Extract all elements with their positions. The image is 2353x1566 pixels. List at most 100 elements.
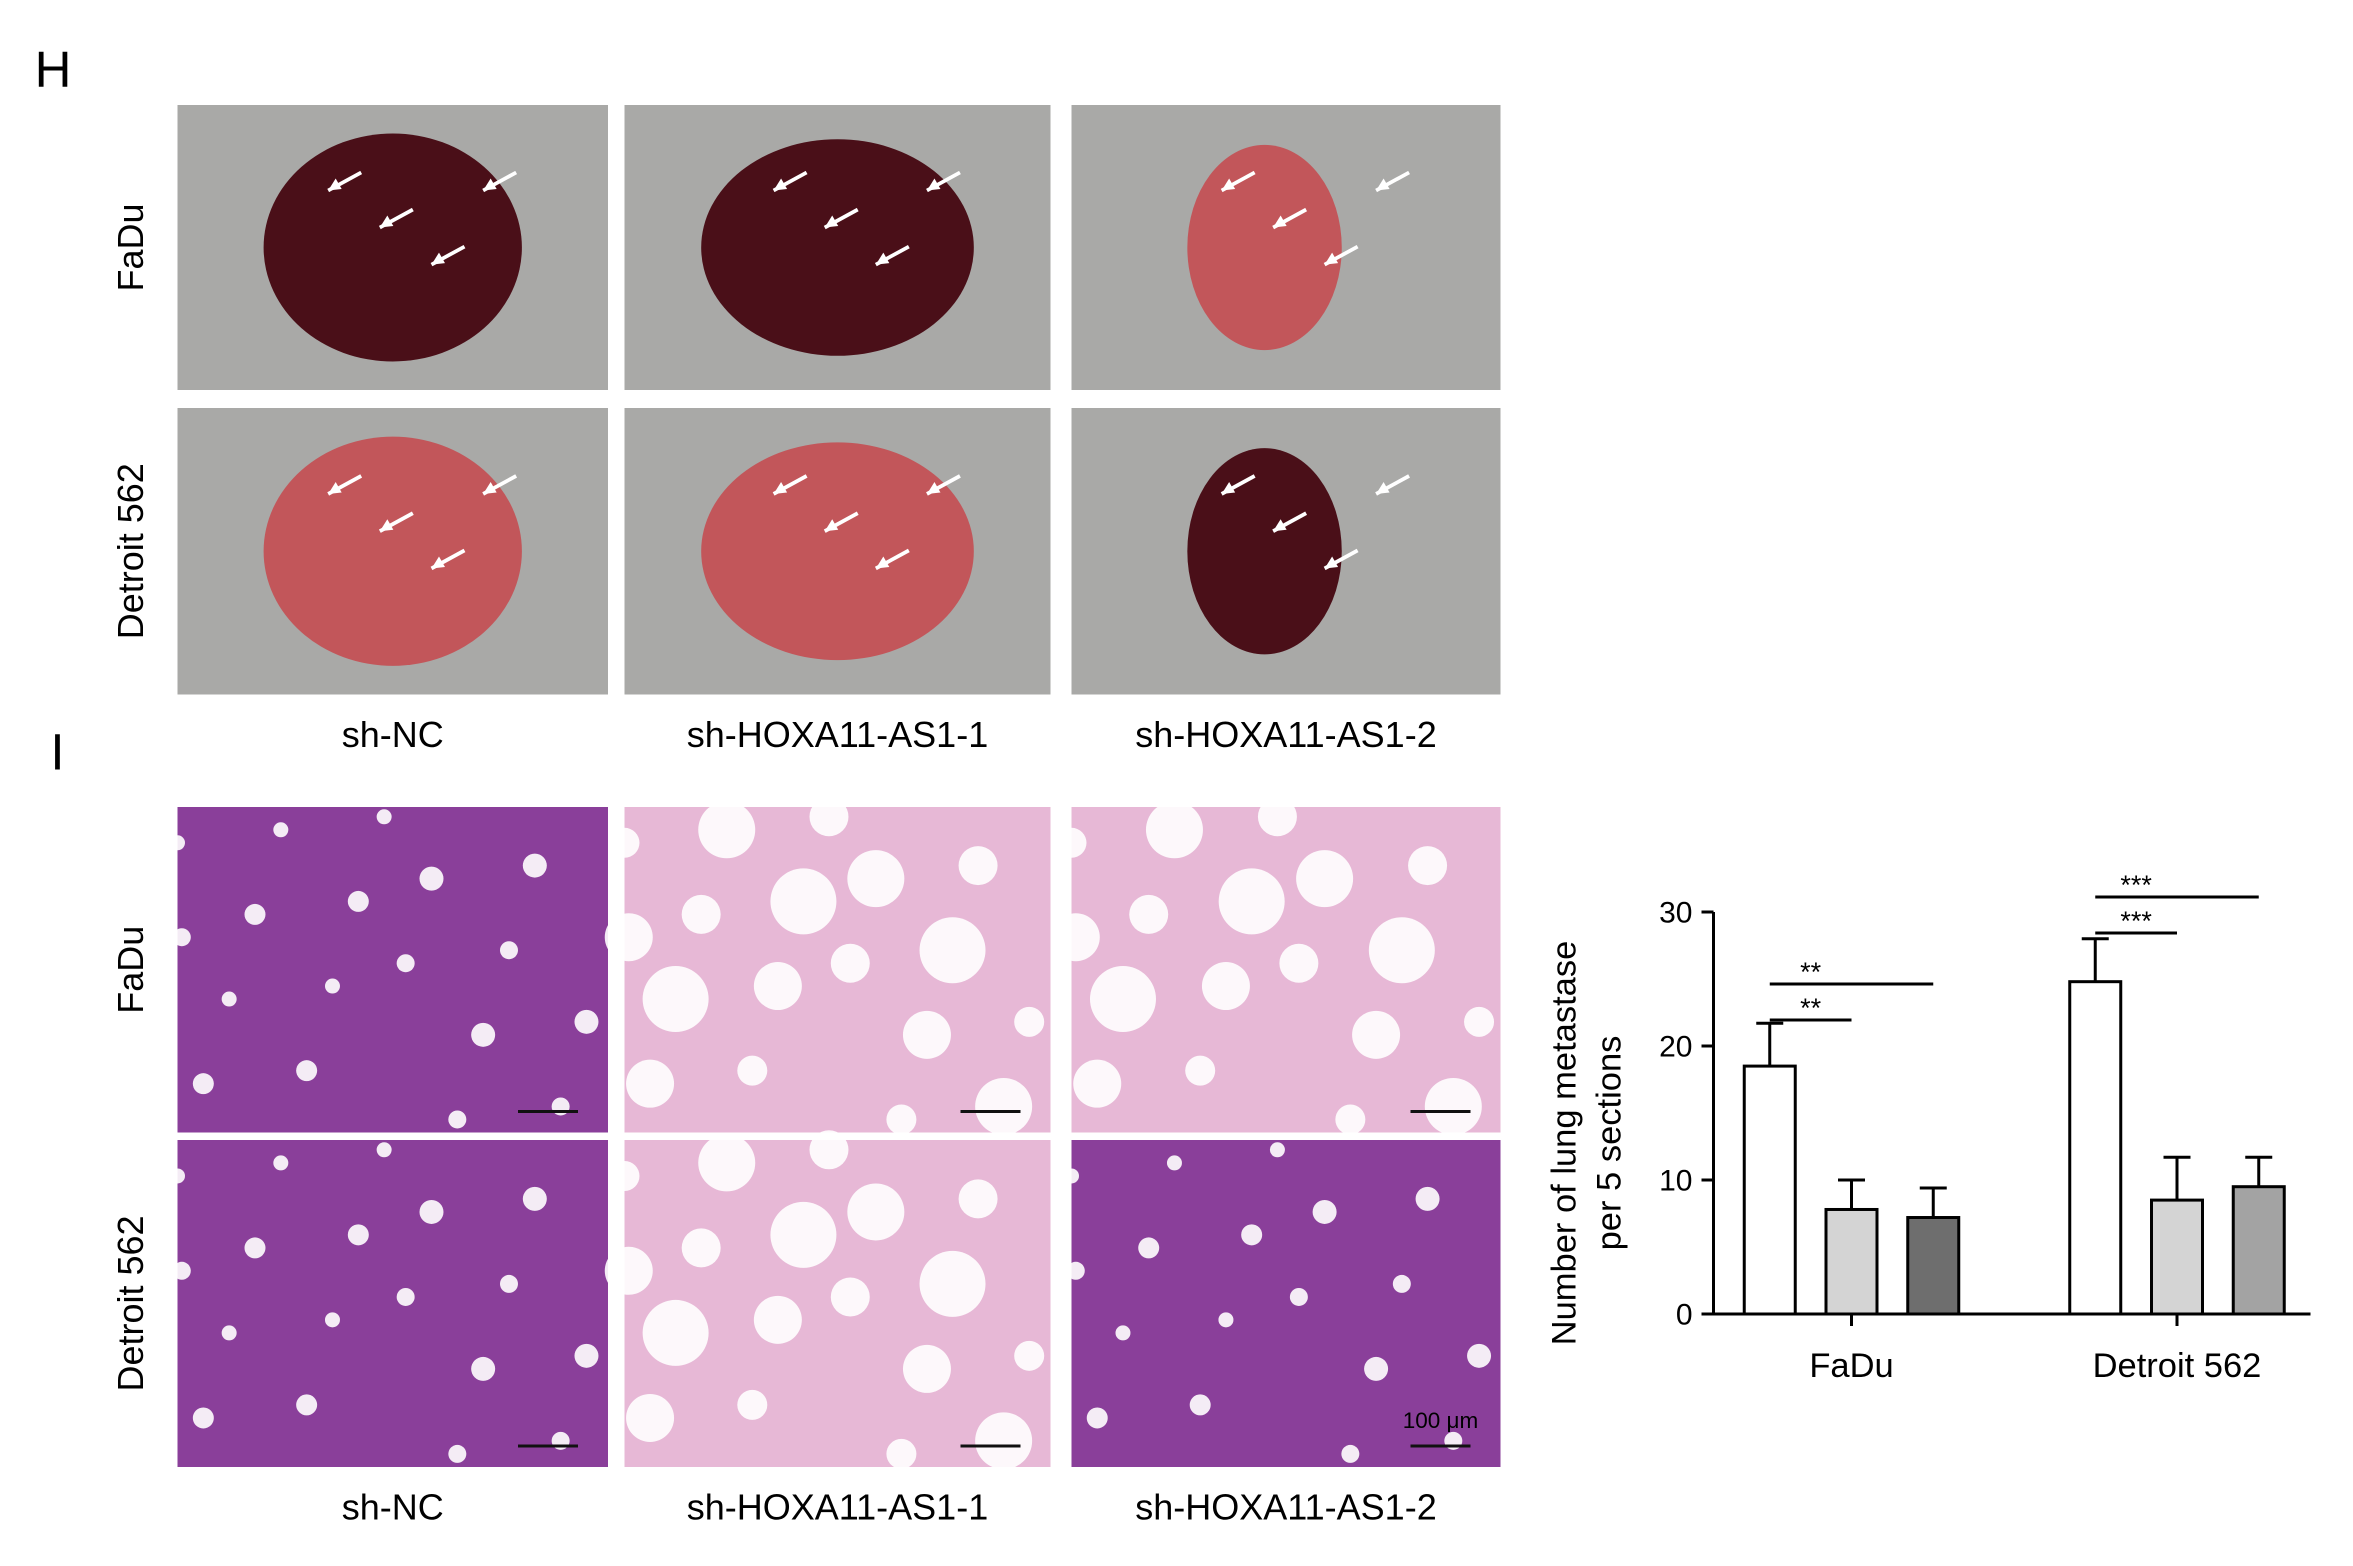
lung-tissue	[701, 442, 974, 661]
alveolus	[376, 809, 392, 825]
arrow-head	[328, 178, 342, 191]
alveolus	[1352, 1010, 1401, 1059]
alveolus	[396, 954, 415, 973]
alveolus	[1115, 1325, 1131, 1341]
alveolus	[886, 1438, 917, 1469]
alveolus	[170, 1168, 185, 1184]
bar	[1824, 1207, 1879, 1316]
row-label: FaDu	[110, 926, 151, 1014]
alveolus	[1296, 850, 1354, 908]
arrow-head	[483, 481, 497, 494]
alveolus	[698, 801, 756, 859]
lung-tissue	[1187, 448, 1342, 655]
alveolus	[626, 1059, 675, 1108]
alveolus	[192, 1407, 214, 1429]
alveolus	[574, 1343, 599, 1368]
alveolus	[1051, 913, 1100, 962]
alveolus	[172, 928, 191, 947]
alveolus	[737, 1389, 768, 1420]
alveolus	[1464, 1006, 1495, 1037]
alveolus	[1086, 1407, 1108, 1429]
alveolus	[975, 1412, 1033, 1470]
x-tick-label: Detroit 562	[2093, 1347, 2262, 1385]
bar	[2231, 1185, 2286, 1316]
arrow-head	[926, 481, 941, 494]
alveolus	[522, 1186, 547, 1211]
alveolus	[1185, 1055, 1216, 1086]
alveolus	[244, 1237, 266, 1259]
row-label: FaDu	[110, 203, 151, 291]
alveolus	[1279, 943, 1319, 983]
alveolus	[753, 962, 802, 1011]
arrow-head	[431, 556, 445, 569]
alveolus	[1415, 1186, 1440, 1211]
column-label: sh-HOXA11-AS1-1	[687, 1487, 988, 1528]
alveolus	[919, 1250, 986, 1317]
alveolus	[902, 1344, 951, 1393]
y-tick-label: 20	[1659, 1031, 1692, 1064]
bar	[2068, 980, 2123, 1316]
alveolus	[221, 991, 237, 1007]
alveolus	[1064, 1168, 1079, 1184]
lung-tissue	[1187, 144, 1342, 351]
y-axis-label-line: per 5 sections	[1591, 1036, 1629, 1251]
bar	[1742, 1064, 1797, 1316]
alveolus	[1056, 827, 1087, 858]
alveolus	[604, 913, 653, 962]
arrow-head	[1324, 556, 1339, 569]
alveolus	[1014, 1340, 1045, 1371]
alveolus	[1312, 1199, 1337, 1224]
alveolus	[1145, 801, 1203, 859]
y-tick-label: 10	[1659, 1165, 1692, 1198]
alveolus	[448, 1444, 467, 1463]
lung-tissue	[263, 133, 522, 362]
alveolus	[1073, 1059, 1122, 1108]
alveolus	[522, 853, 547, 878]
alveolus	[1289, 1287, 1308, 1306]
alveolus	[958, 1179, 998, 1219]
alveolus	[1089, 966, 1156, 1033]
alveolus	[1189, 1394, 1211, 1416]
alveolus	[192, 1073, 214, 1095]
alveolus	[919, 917, 986, 984]
alveolus	[770, 868, 837, 935]
alveolus	[609, 827, 640, 858]
alveolus	[1392, 1274, 1411, 1293]
alveolus	[1364, 1356, 1389, 1381]
significance-label: ***	[2120, 906, 2152, 936]
alveolus	[1341, 1444, 1360, 1463]
arrow-head	[926, 178, 941, 191]
bar	[1906, 1216, 1961, 1316]
arrow-head	[1273, 519, 1287, 532]
alveolus	[958, 846, 998, 886]
alveolus	[698, 1134, 756, 1192]
column-label: sh-NC	[342, 1487, 444, 1528]
histology	[177, 1140, 608, 1467]
alveolus	[1467, 1343, 1492, 1368]
arrow-head	[483, 178, 497, 191]
column-label: sh-HOXA11-AS1-2	[1135, 714, 1436, 755]
arrow-head	[1221, 178, 1236, 191]
arrow-head	[824, 519, 839, 532]
scale-bar-label: 100 μm	[1403, 1408, 1479, 1433]
alveolus	[172, 1261, 191, 1280]
arrow-head	[1324, 252, 1339, 265]
alveolus	[499, 941, 518, 960]
alveolus	[419, 1199, 444, 1224]
alveolus	[448, 1110, 467, 1129]
alveolus	[886, 1104, 917, 1135]
alveolus	[471, 1022, 496, 1047]
alveolus	[296, 1060, 318, 1082]
arrow-head	[773, 178, 788, 191]
arrow-head	[875, 252, 890, 265]
alveolus	[604, 1246, 653, 1295]
alveolus	[1424, 1077, 1482, 1135]
alveolus	[574, 1009, 599, 1034]
significance-label: ***	[2120, 870, 2152, 900]
alveolus	[396, 1287, 415, 1306]
arrow-head	[328, 481, 342, 494]
alveolus	[1368, 917, 1435, 984]
alveolus	[975, 1077, 1033, 1135]
arrow-head	[1376, 178, 1390, 191]
alveolus	[1138, 1237, 1160, 1259]
